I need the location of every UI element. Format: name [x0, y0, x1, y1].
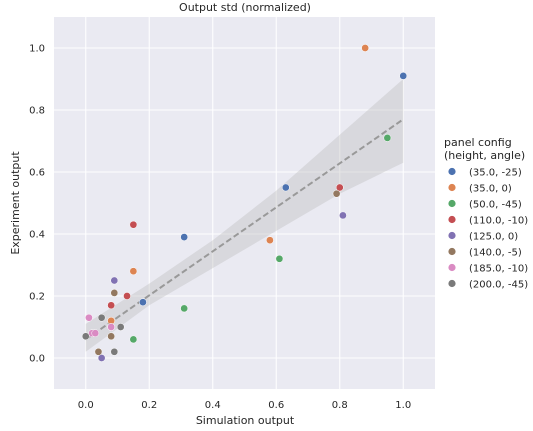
data-point [383, 134, 392, 142]
data-point [123, 292, 131, 300]
legend-label: (185.0, -10) [469, 264, 528, 275]
y-tick-label: 0.4 [29, 230, 45, 241]
legend-label: (110.0, -10) [469, 216, 528, 227]
legend-marker [448, 231, 456, 240]
legend-title-line-2: (height, angle) [444, 149, 525, 162]
legend-marker [448, 215, 456, 224]
grid [54, 17, 435, 389]
y-axis-label: Experiment output [9, 151, 22, 255]
confidence-band-layer [85, 79, 404, 352]
x-tick-label: 0.4 [205, 400, 221, 411]
regression-line-layer [85, 118, 404, 341]
data-point [110, 276, 119, 285]
x-tick-label: 0.0 [78, 400, 94, 411]
data-point [85, 313, 93, 322]
legend-label: (200.0, -45) [469, 280, 528, 291]
confidence-band [85, 79, 404, 352]
legend-marker [448, 183, 456, 192]
legend-label: (35.0, -25) [469, 168, 522, 179]
data-point [339, 211, 347, 220]
data-point [139, 298, 147, 307]
data-point [107, 332, 116, 341]
data-point [81, 332, 90, 341]
legend-marker [448, 247, 456, 256]
data-point [110, 347, 119, 356]
data-point [97, 354, 106, 362]
data-point [266, 236, 274, 245]
legend-label: (125.0, 0) [469, 232, 518, 243]
y-tick-label: 0.0 [29, 354, 45, 365]
data-point [399, 72, 408, 80]
data-point [116, 323, 125, 331]
data-point [129, 267, 138, 276]
legend-marker [448, 279, 456, 288]
x-tick-labels: 0.0 0.2 0.4 0.6 0.8 1.0 [78, 400, 411, 411]
data-point [335, 183, 344, 192]
y-tick-label: 1.0 [29, 44, 45, 55]
chart-title: Output std (normalized) [179, 1, 311, 14]
legend-label: (35.0, 0) [469, 184, 512, 195]
data-point [129, 220, 138, 229]
legend: panel config (height, angle) (35.0, -25)… [444, 136, 528, 291]
data-point [107, 301, 116, 310]
legend-title-line-1: panel config [444, 136, 512, 149]
data-point [129, 335, 138, 344]
y-tick-label: 0.6 [29, 168, 45, 179]
legend-label: (140.0, -5) [469, 248, 522, 259]
legend-marker [448, 167, 456, 176]
legend-label: (50.0, -45) [469, 200, 522, 211]
x-tick-label: 0.8 [332, 400, 348, 411]
data-point [91, 329, 100, 338]
x-tick-label: 0.2 [141, 400, 157, 411]
data-point [107, 323, 116, 331]
x-axis-label: Simulation output [196, 414, 295, 427]
data-point [110, 289, 119, 297]
data-point [180, 233, 189, 241]
y-tick-label: 0.8 [29, 106, 45, 117]
data-points [81, 44, 408, 362]
data-point [332, 189, 341, 198]
x-tick-label: 1.0 [395, 400, 411, 411]
y-tick-labels: 0.0 0.2 0.4 0.6 0.8 1.0 [29, 44, 45, 365]
data-point [94, 347, 103, 356]
y-tick-label: 0.2 [29, 292, 45, 303]
data-point [180, 304, 189, 313]
data-point [275, 254, 284, 263]
legend-marker [448, 199, 456, 208]
data-point [97, 313, 106, 322]
data-point [361, 44, 369, 52]
regression-line [85, 118, 404, 341]
data-point [281, 183, 290, 192]
x-tick-label: 0.6 [268, 400, 284, 411]
legend-marker [448, 263, 456, 272]
legend-items: (35.0, -25) (35.0, 0) (50.0, -45) (110.0, -… [448, 168, 528, 291]
